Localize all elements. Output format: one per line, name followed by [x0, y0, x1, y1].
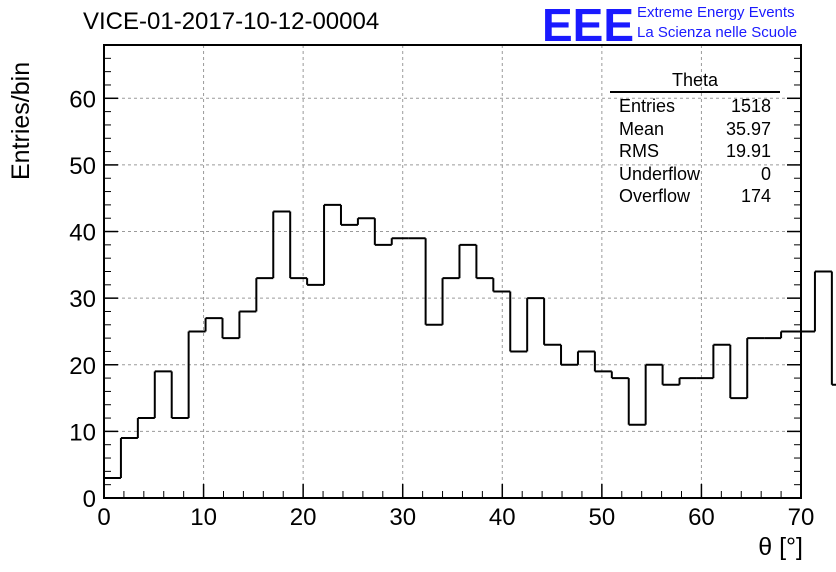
x-tick-label: 0	[97, 504, 110, 531]
x-tick-label: 70	[788, 504, 815, 531]
y-tick-label: 10	[69, 419, 96, 446]
stats-row-mean: Mean 35.97	[610, 118, 780, 141]
stats-box: Theta Entries 1518 Mean 35.97 RMS 19.91 …	[610, 70, 780, 208]
x-axis-label: θ [°]	[758, 533, 803, 561]
stats-label: Entries	[619, 96, 676, 116]
x-axis: 0 10 20 30 40 50 60 70	[97, 484, 814, 531]
stats-value: 174	[740, 186, 771, 206]
stats-row-entries: Entries 1518	[610, 95, 780, 118]
eee-logo: EEE	[542, 0, 635, 51]
stats-label: Overflow	[619, 186, 691, 206]
logo-line-1: Extreme Energy Events	[637, 4, 795, 21]
x-tick-label: 10	[190, 504, 217, 531]
y-tick-label: 50	[69, 153, 96, 180]
stats-value: 35.97	[725, 118, 771, 139]
x-tick-label: 20	[290, 504, 317, 531]
stats-row-rms: RMS 19.91	[610, 140, 780, 163]
x-tick-label: 60	[688, 504, 715, 531]
x-tick-label: 30	[389, 504, 416, 531]
grid-lines	[104, 45, 801, 498]
stats-title: Theta	[610, 70, 780, 93]
y-axis: 0 10 20 30 40 50 60	[69, 44, 801, 513]
stats-value: 1518	[730, 96, 771, 116]
x-tick-label: 50	[589, 504, 616, 531]
y-tick-label: 0	[83, 486, 96, 513]
y-tick-label: 40	[69, 220, 96, 247]
stats-value: 0	[760, 163, 771, 184]
stats-label: Underflow	[619, 163, 701, 184]
stats-row-underflow: Underflow 0	[610, 163, 780, 186]
x-tick-label: 40	[489, 504, 516, 531]
histogram-series	[103, 203, 836, 498]
chart-title: VICE-01-2017-10-12-00004	[83, 8, 380, 35]
y-tick-label: 20	[69, 353, 96, 380]
y-axis-label: Entries/bin	[7, 61, 35, 180]
stats-label: Mean	[619, 118, 665, 139]
stats-value: 19.91	[725, 141, 771, 161]
y-tick-label: 60	[69, 86, 96, 113]
y-tick-label: 30	[69, 286, 96, 313]
stats-row-overflow: Overflow 174	[610, 185, 780, 208]
stats-label: RMS	[619, 141, 659, 161]
logo-line-2: La Scienza nelle Scuole	[637, 24, 798, 41]
